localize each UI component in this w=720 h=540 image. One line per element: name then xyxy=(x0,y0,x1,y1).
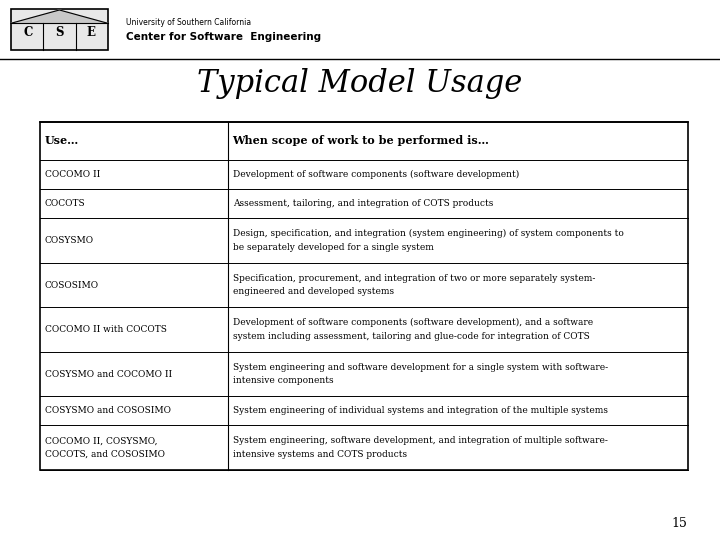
Text: Use…: Use… xyxy=(45,136,79,146)
Text: University of Southern California: University of Southern California xyxy=(126,18,251,27)
Polygon shape xyxy=(11,10,108,23)
Text: System engineering and software development for a single system with software-: System engineering and software developm… xyxy=(233,363,608,372)
Text: COSOSIMO: COSOSIMO xyxy=(45,280,99,289)
Text: COCOMO II, COSYSMO,: COCOMO II, COSYSMO, xyxy=(45,436,157,446)
Text: Assessment, tailoring, and integration of COTS products: Assessment, tailoring, and integration o… xyxy=(233,199,493,208)
FancyBboxPatch shape xyxy=(11,9,108,50)
Text: C: C xyxy=(24,26,33,39)
Text: E: E xyxy=(86,26,95,39)
Text: COCOMO II: COCOMO II xyxy=(45,170,100,179)
Text: S: S xyxy=(55,26,63,39)
Text: System engineering of individual systems and integration of the multiple systems: System engineering of individual systems… xyxy=(233,406,608,415)
Text: COSYSMO and COCOMO II: COSYSMO and COCOMO II xyxy=(45,369,172,379)
Text: intensive components: intensive components xyxy=(233,376,333,385)
Text: engineered and developed systems: engineered and developed systems xyxy=(233,287,394,296)
Text: COCOTS, and COSOSIMO: COCOTS, and COSOSIMO xyxy=(45,450,165,458)
Text: System engineering, software development, and integration of multiple software-: System engineering, software development… xyxy=(233,436,608,446)
Text: system including assessment, tailoring and glue-code for integration of COTS: system including assessment, tailoring a… xyxy=(233,332,589,341)
Text: COCOMO II with COCOTS: COCOMO II with COCOTS xyxy=(45,325,166,334)
Text: COSYSMO: COSYSMO xyxy=(45,236,94,245)
FancyBboxPatch shape xyxy=(40,122,688,470)
Text: 15: 15 xyxy=(672,517,688,530)
Text: Center for Software  Engineering: Center for Software Engineering xyxy=(126,32,321,42)
Text: COSYSMO and COSOSIMO: COSYSMO and COSOSIMO xyxy=(45,406,171,415)
Text: When scope of work to be performed is…: When scope of work to be performed is… xyxy=(233,136,490,146)
Text: Specification, procurement, and integration of two or more separately system-: Specification, procurement, and integrat… xyxy=(233,274,595,283)
Text: Typical Model Usage: Typical Model Usage xyxy=(197,68,523,99)
Text: Development of software components (software development): Development of software components (soft… xyxy=(233,170,519,179)
Text: COCOTS: COCOTS xyxy=(45,199,85,208)
Text: Development of software components (software development), and a software: Development of software components (soft… xyxy=(233,318,593,327)
Text: intensive systems and COTS products: intensive systems and COTS products xyxy=(233,450,407,458)
Text: Design, specification, and integration (system engineering) of system components: Design, specification, and integration (… xyxy=(233,230,624,238)
Text: be separately developed for a single system: be separately developed for a single sys… xyxy=(233,242,433,252)
